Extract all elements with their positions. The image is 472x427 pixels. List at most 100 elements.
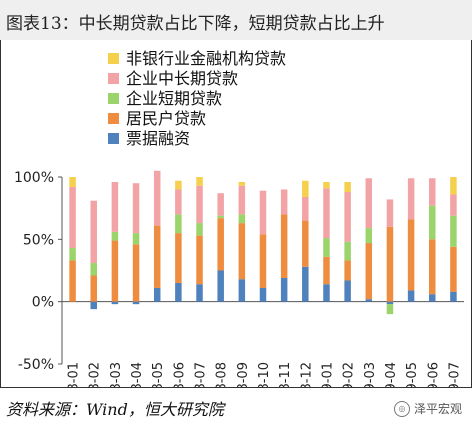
bar-segment: [90, 200, 97, 264]
bar-segment: [238, 223, 246, 280]
bar-segment: [111, 240, 119, 302]
bar-segment: [450, 291, 457, 302]
bar-segment: [407, 178, 415, 220]
x-tick-label: 2019-04: [384, 362, 399, 387]
x-tick-label: 2019-02: [342, 362, 357, 387]
bar-segment: [69, 260, 76, 302]
bar-segment: [386, 199, 394, 227]
legend-label: 居民户贷款: [126, 109, 206, 128]
x-tick-label: 2018-12: [299, 362, 314, 387]
bar-segment: [386, 226, 394, 302]
bar-segment: [196, 177, 203, 186]
bar-segment: [450, 194, 457, 216]
bar-segment: [153, 225, 161, 288]
bar-segment: [302, 180, 309, 197]
bar-segment: [365, 228, 373, 244]
source-note: 资料来源：Wind，恒大研究院: [6, 400, 224, 419]
bar-segment: [429, 294, 436, 302]
title-bar: 图表13：中长期贷款占比下降，短期贷款占比上升: [0, 0, 472, 41]
legend-swatch: [108, 93, 119, 104]
bar-segment: [175, 214, 182, 234]
bar-segment: [132, 244, 140, 302]
x-tick-label: 2019-03: [363, 362, 378, 387]
legend-swatch: [108, 113, 119, 124]
bar-segment: [196, 284, 203, 302]
bar-segment: [238, 185, 246, 215]
bar-segment: [302, 266, 309, 302]
bar-segment: [132, 233, 140, 245]
bar-segment: [217, 218, 224, 271]
x-tick-label: 2019-06: [426, 362, 441, 387]
bar-segment: [344, 280, 351, 302]
bar-segment: [365, 299, 373, 302]
bar-segment: [344, 260, 351, 281]
y-tick-label: -50%: [18, 357, 54, 373]
bar-segment: [450, 177, 457, 195]
x-tick-label: 2018-09: [236, 362, 251, 387]
bar-segment: [302, 220, 309, 267]
bar-segment: [450, 246, 457, 292]
bar-segment: [153, 170, 161, 226]
bar-segment: [69, 248, 76, 261]
chart-title: 图表13：中长期贷款占比下降，短期贷款占比上升: [6, 14, 385, 34]
bar-segment: [196, 223, 203, 236]
legend-label: 企业短期贷款: [126, 89, 222, 108]
bar-segment: [323, 256, 330, 285]
bar-segment: [280, 214, 288, 278]
bar-segment: [365, 243, 373, 300]
bar-segment: [111, 231, 119, 241]
bar-segment: [407, 219, 415, 291]
bar-segment: [344, 181, 351, 192]
bar-segment: [217, 215, 224, 219]
bar-segment: [238, 214, 246, 224]
bar-segment: [111, 301, 119, 305]
legend-label: 票据融资: [126, 129, 190, 148]
bar-segment: [429, 205, 436, 240]
bar-segment: [280, 189, 288, 215]
bar-segment: [302, 196, 309, 221]
chart-frame: [0, 40, 472, 388]
wechat-icon: ◎: [393, 400, 410, 417]
bar-segment: [386, 304, 394, 315]
bar-segment: [175, 233, 182, 283]
bar-segment: [407, 290, 415, 302]
legend-label: 非银行业金融机构贷款: [126, 49, 286, 68]
bar-segment: [175, 180, 182, 190]
stacked-bar-chart: -50% 0% 50% 100% 2018-01 2018-02 2018-03 2018-0…: [14, 49, 464, 387]
x-tick-label: 2018-03: [109, 362, 124, 387]
bar-segment: [386, 301, 394, 305]
bar-segment: [90, 275, 97, 302]
source-bar: 资料来源：Wind，恒大研究院 ◎ 泽平宏观: [0, 388, 472, 427]
x-tick-label: 2018-08: [215, 362, 230, 387]
bar-segment: [323, 181, 330, 189]
legend-swatch: [108, 133, 119, 144]
bar-segment: [429, 178, 436, 206]
x-tick-label: 2018-01: [67, 362, 82, 387]
bar-segment: [238, 181, 246, 186]
legend-swatch: [108, 73, 119, 84]
bar-segment: [259, 234, 267, 288]
bar-segment: [344, 241, 351, 261]
legend-swatch: [108, 53, 119, 64]
bar-segment: [323, 238, 330, 257]
bar-segment: [153, 287, 161, 302]
bar-segment: [429, 239, 436, 295]
bar-segment: [217, 193, 224, 216]
bar-segment: [90, 263, 97, 276]
bar-segment: [196, 235, 203, 285]
x-tick-label: 2018-11: [278, 362, 293, 387]
bar-segment: [238, 279, 246, 302]
bar-segment: [259, 190, 267, 235]
y-tick-label: 100%: [14, 170, 54, 186]
watermark: ◎ 泽平宏观: [393, 400, 462, 417]
bar-segment: [450, 215, 457, 247]
x-tick-label: 2019-01: [320, 362, 335, 387]
x-tick-label: 2018-10: [257, 362, 272, 387]
bar-segment: [344, 191, 351, 242]
bar-segment: [217, 270, 224, 302]
x-tick-label: 2018-07: [194, 362, 209, 387]
watermark-label: 泽平宏观: [413, 402, 462, 416]
bar-segment: [175, 189, 182, 215]
x-tick-label: 2019-05: [405, 362, 420, 387]
x-tick-label: 2018-04: [130, 362, 145, 387]
